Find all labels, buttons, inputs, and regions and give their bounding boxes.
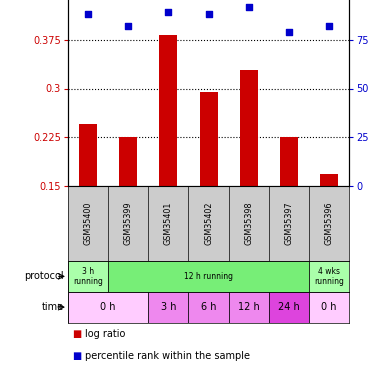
Bar <box>309 261 349 292</box>
Text: 0 h: 0 h <box>100 302 116 312</box>
Bar <box>199 92 218 186</box>
Text: GSM35399: GSM35399 <box>124 202 133 245</box>
Text: GSM35396: GSM35396 <box>325 202 334 245</box>
Bar <box>280 137 298 186</box>
Bar <box>68 292 148 322</box>
Text: GSM35401: GSM35401 <box>164 202 173 245</box>
Bar <box>309 292 349 322</box>
Bar <box>320 174 338 186</box>
Bar <box>79 124 97 186</box>
Point <box>326 23 332 29</box>
Text: 12 h running: 12 h running <box>184 272 233 281</box>
Point <box>165 9 171 15</box>
Point <box>286 29 292 35</box>
Text: ■: ■ <box>72 351 81 361</box>
Text: log ratio: log ratio <box>85 329 126 339</box>
Bar <box>68 261 108 292</box>
Text: 3 h
running: 3 h running <box>73 267 103 286</box>
Text: 3 h: 3 h <box>161 302 176 312</box>
Text: GSM35400: GSM35400 <box>83 202 92 245</box>
Bar <box>229 292 269 322</box>
Bar <box>189 292 229 322</box>
Text: 6 h: 6 h <box>201 302 216 312</box>
Bar <box>108 261 309 292</box>
Point <box>206 11 212 17</box>
Text: 0 h: 0 h <box>321 302 337 312</box>
Text: 4 wks
running: 4 wks running <box>314 267 344 286</box>
Bar <box>119 137 137 186</box>
Bar <box>269 292 309 322</box>
Point <box>125 23 131 29</box>
Text: 24 h: 24 h <box>278 302 300 312</box>
Text: time: time <box>42 302 64 312</box>
Bar <box>159 34 177 186</box>
Text: protocol: protocol <box>24 272 64 281</box>
Point <box>85 11 91 17</box>
Text: 12 h: 12 h <box>238 302 260 312</box>
Bar <box>148 292 189 322</box>
Text: GSM35402: GSM35402 <box>204 202 213 245</box>
Text: GSM35397: GSM35397 <box>284 202 293 245</box>
Text: GSM35398: GSM35398 <box>244 202 253 245</box>
Point <box>246 4 252 10</box>
Text: percentile rank within the sample: percentile rank within the sample <box>85 351 250 361</box>
Text: ■: ■ <box>72 329 81 339</box>
Bar <box>240 70 258 186</box>
